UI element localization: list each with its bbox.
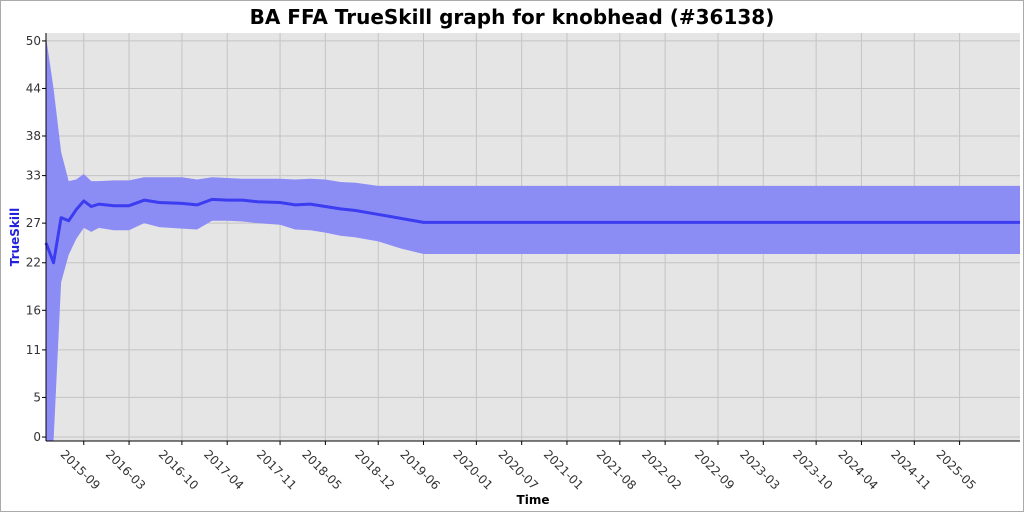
y-axis-label: TrueSkill bbox=[8, 208, 22, 266]
y-tick-label: 27 bbox=[26, 216, 41, 230]
trueskill-line bbox=[44, 197, 1020, 265]
y-tick-label: 33 bbox=[26, 169, 41, 183]
y-tick-label: 22 bbox=[26, 256, 41, 270]
y-tick-label: 5 bbox=[33, 390, 41, 404]
y-tick-label: 44 bbox=[26, 81, 41, 95]
y-tick-labels: 0 5 11 16 22 27 33 38 44 50 bbox=[26, 34, 46, 444]
uncertainty-band bbox=[46, 36, 1020, 442]
y-tick-label: 16 bbox=[26, 303, 41, 317]
y-tick-label: 11 bbox=[26, 343, 41, 357]
y-tick-label: 38 bbox=[26, 129, 41, 143]
y-tick-label: 0 bbox=[33, 430, 41, 444]
x-axis-label: Time bbox=[517, 493, 550, 507]
y-tick-label: 50 bbox=[26, 34, 41, 48]
chart-title: BA FFA TrueSkill graph for knobhead (#36… bbox=[250, 5, 775, 29]
